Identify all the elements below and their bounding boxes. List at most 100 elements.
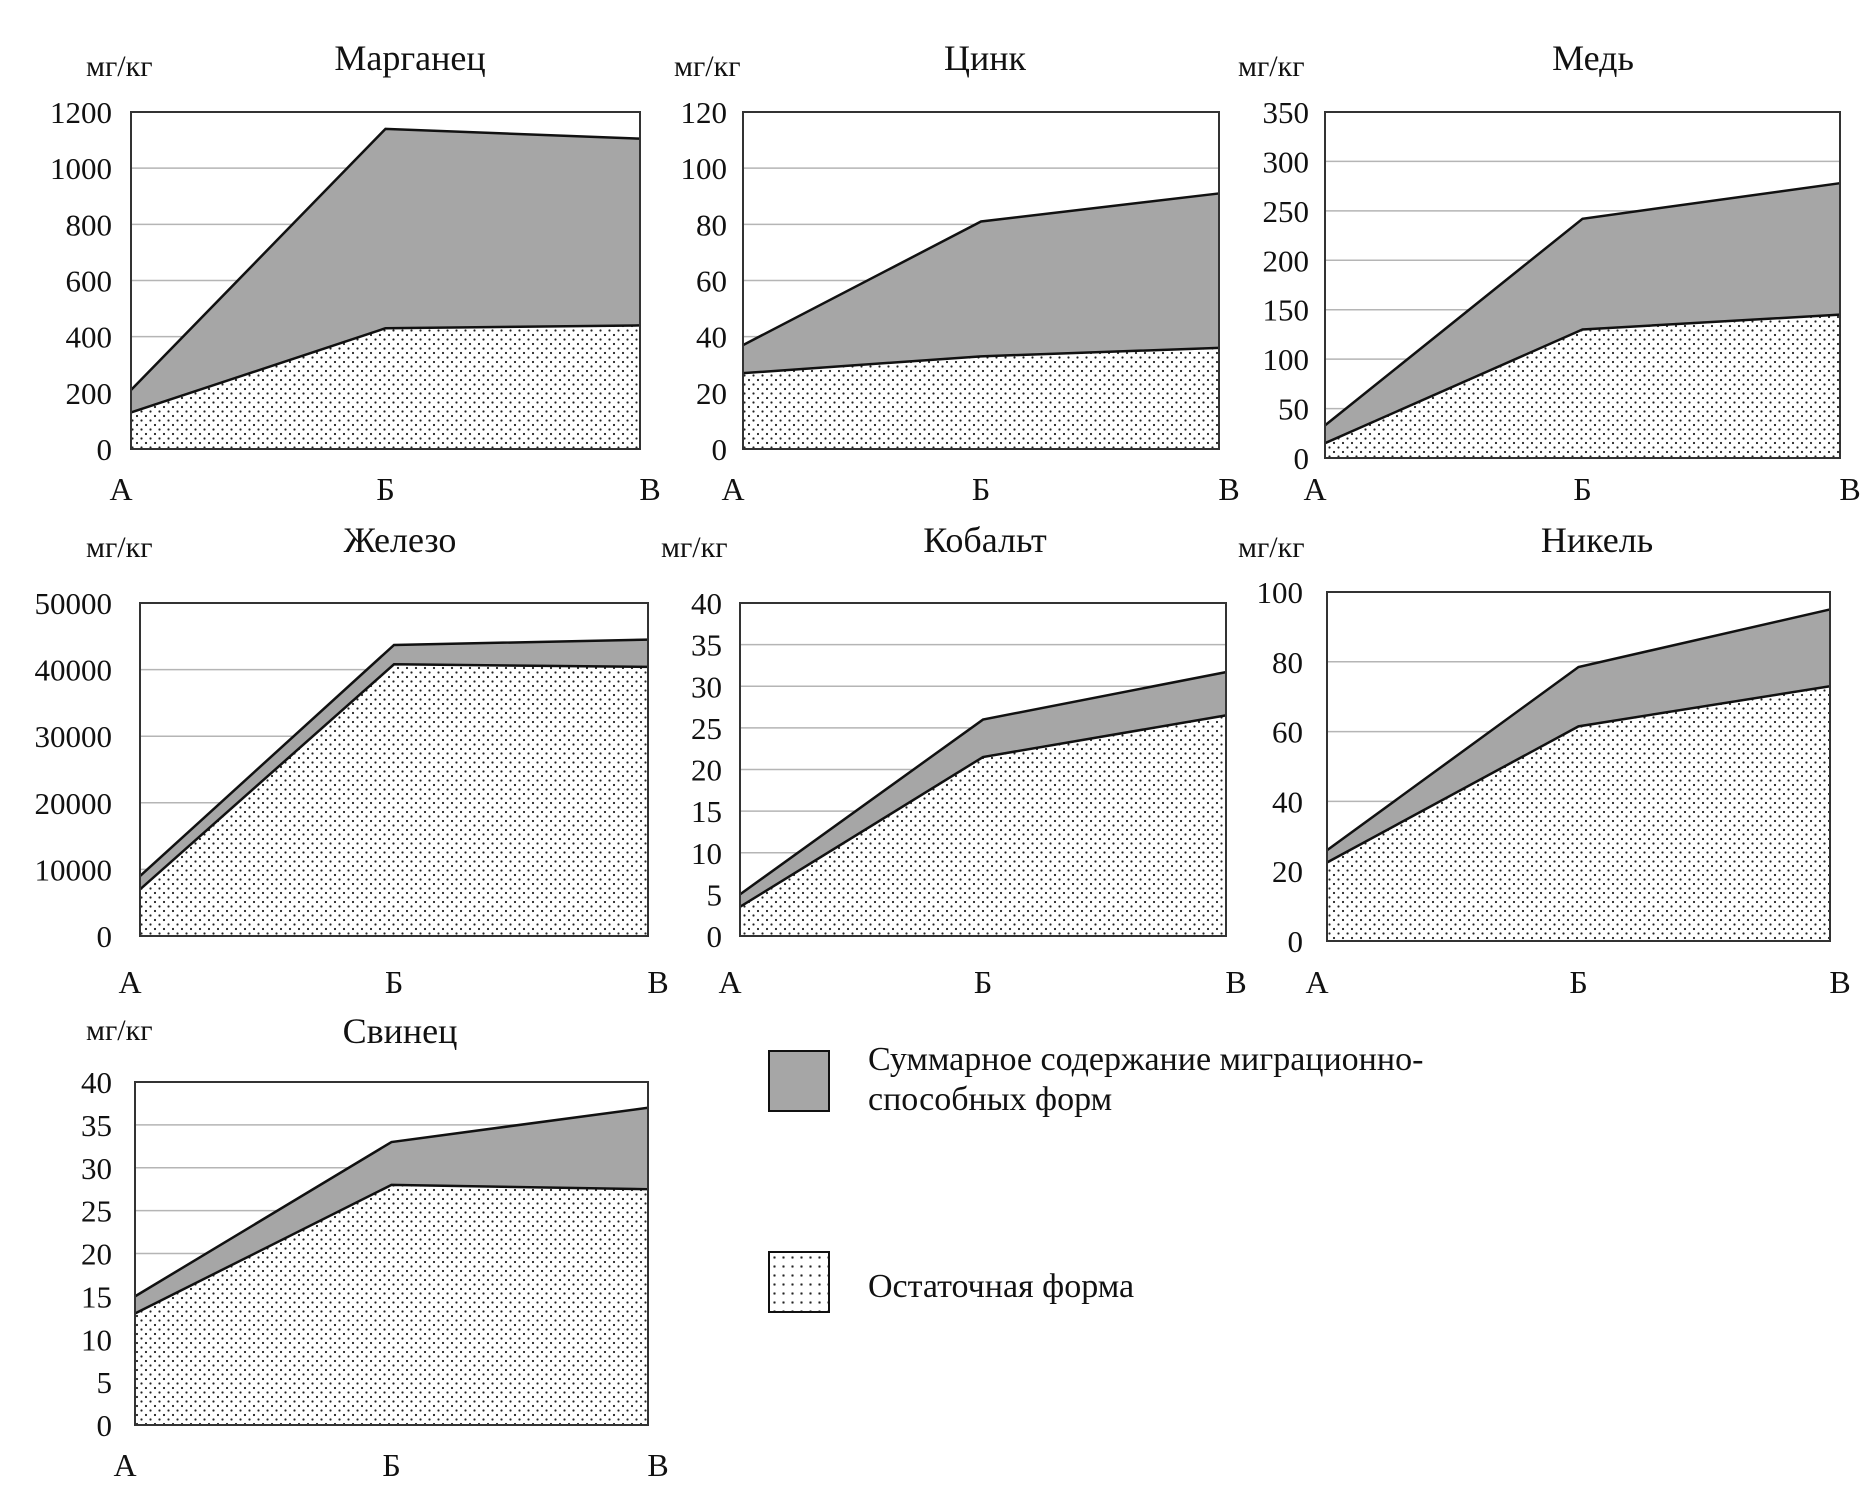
legend-label-migratory-line1: Суммарное содержание миграционно- [868, 1041, 1424, 1078]
line-total [130, 127, 641, 391]
y-tick-label: 300 [1263, 144, 1310, 179]
chart-7: 0 5 10 15 20 25 30 35 40 А Б В Свинец мг/кг [81, 1011, 669, 1483]
area-migratory [1325, 183, 1840, 444]
legend-label-residual: Остаточная форма [868, 1268, 1135, 1305]
area-residual [1327, 686, 1830, 941]
chart-title: Цинк [944, 38, 1027, 78]
chart-1: 0 200 400 600 800 1000 1200 А Б В Марганец мг/кг [50, 38, 661, 507]
y-tick-label: 0 [1294, 441, 1310, 476]
y-tick-label: 0 [97, 1408, 113, 1443]
y-tick-label: 25 [81, 1194, 112, 1229]
chart-6: 0 20 40 60 80 100 А Б В Никель мг/кг [1238, 520, 1851, 1000]
chart-title: Кобальт [923, 520, 1047, 560]
line-total [1326, 608, 1831, 852]
y-tick-label: 35 [691, 628, 722, 663]
area-migratory [1327, 609, 1830, 863]
y-tick-label: 1200 [50, 95, 112, 130]
area-migratory [131, 128, 640, 413]
line-residual [130, 324, 641, 414]
y-tick-label: 50000 [35, 586, 113, 621]
line-total [739, 670, 1227, 896]
y-unit-label: мг/кг [86, 50, 153, 83]
y-tick-label: 0 [97, 919, 113, 954]
y-unit-label: мг/кг [661, 531, 728, 564]
area-residual [131, 325, 640, 449]
chart-5: 0 5 10 15 20 25 30 35 40 А Б В Кобальт мг/кг [661, 520, 1247, 1000]
chart-3: 0 50 100 150 200 250 300 350 А Б В Медь мг/кг [1238, 38, 1861, 507]
y-tick-label: 0 [707, 919, 723, 954]
plot-frame [1326, 591, 1831, 942]
x-category-label: В [1218, 471, 1239, 507]
y-tick-label: 0 [712, 432, 728, 467]
line-total [139, 638, 649, 877]
y-tick-label: 150 [1263, 293, 1310, 328]
line-total [1324, 181, 1841, 427]
x-category-label: Б [972, 471, 990, 507]
plot-frame [739, 602, 1227, 937]
y-unit-label: мг/кг [86, 531, 153, 564]
chart-title: Медь [1552, 38, 1634, 78]
area-residual [135, 1184, 648, 1425]
area-residual [743, 347, 1219, 449]
y-tick-label: 400 [66, 320, 113, 355]
x-category-label: В [1225, 964, 1246, 1000]
line-residual [742, 346, 1220, 375]
y-unit-label: мг/кг [1238, 531, 1305, 564]
line-total [134, 1106, 649, 1298]
area-migratory [743, 193, 1219, 374]
x-category-label: В [639, 471, 660, 507]
chart-2: 0 20 40 60 80 100 120 А Б В Цинк мг/кг [674, 38, 1240, 507]
chart-title: Марганец [334, 38, 485, 78]
y-tick-label: 20 [1272, 854, 1303, 889]
y-unit-label: мг/кг [1238, 50, 1305, 83]
line-residual [739, 714, 1227, 908]
x-category-label: В [1839, 471, 1860, 507]
area-residual [740, 715, 1226, 936]
y-tick-label: 20 [696, 376, 727, 411]
line-residual [134, 1183, 649, 1315]
y-tick-label: 120 [681, 95, 728, 130]
x-category-label: А [1303, 471, 1326, 507]
x-category-label: В [647, 1447, 668, 1483]
y-tick-label: 100 [1263, 342, 1310, 377]
y-tick-label: 20000 [35, 786, 113, 821]
plot-frame [1324, 111, 1841, 459]
y-tick-label: 20 [691, 753, 722, 788]
line-total [742, 192, 1220, 347]
y-tick-label: 35 [81, 1108, 112, 1143]
line-residual [1324, 313, 1841, 445]
plot-frame [742, 111, 1220, 450]
area-migratory [140, 639, 648, 890]
y-tick-label: 0 [97, 432, 113, 467]
y-tick-label: 50 [1278, 392, 1309, 427]
plot-frame [134, 1081, 649, 1426]
x-category-label: Б [382, 1447, 400, 1483]
y-tick-label: 5 [97, 1365, 113, 1400]
x-category-label: Б [1569, 964, 1587, 1000]
y-tick-label: 600 [66, 264, 113, 299]
legend-label-migratory: Суммарное содержание миграционно- способ… [868, 1040, 1568, 1120]
x-category-label: Б [974, 964, 992, 1000]
y-tick-label: 80 [696, 207, 727, 242]
x-category-label: А [109, 471, 132, 507]
y-tick-label: 30 [691, 669, 722, 704]
y-tick-label: 10000 [35, 852, 113, 887]
y-tick-label: 10 [81, 1322, 112, 1357]
x-category-label: А [1305, 964, 1328, 1000]
y-tick-label: 80 [1272, 645, 1303, 680]
legend-swatch-migratory [768, 1050, 830, 1112]
chart-title: Никель [1541, 520, 1653, 560]
y-tick-label: 30000 [35, 719, 113, 754]
y-tick-label: 40 [691, 586, 722, 621]
y-tick-label: 250 [1263, 194, 1310, 229]
line-residual [139, 663, 649, 891]
line-residual [1326, 684, 1831, 864]
y-tick-label: 350 [1263, 95, 1310, 130]
y-tick-label: 15 [691, 794, 722, 829]
x-category-label: А [721, 471, 744, 507]
x-category-label: Б [1573, 471, 1591, 507]
y-tick-label: 200 [1263, 243, 1310, 278]
y-unit-label: мг/кг [674, 50, 741, 83]
